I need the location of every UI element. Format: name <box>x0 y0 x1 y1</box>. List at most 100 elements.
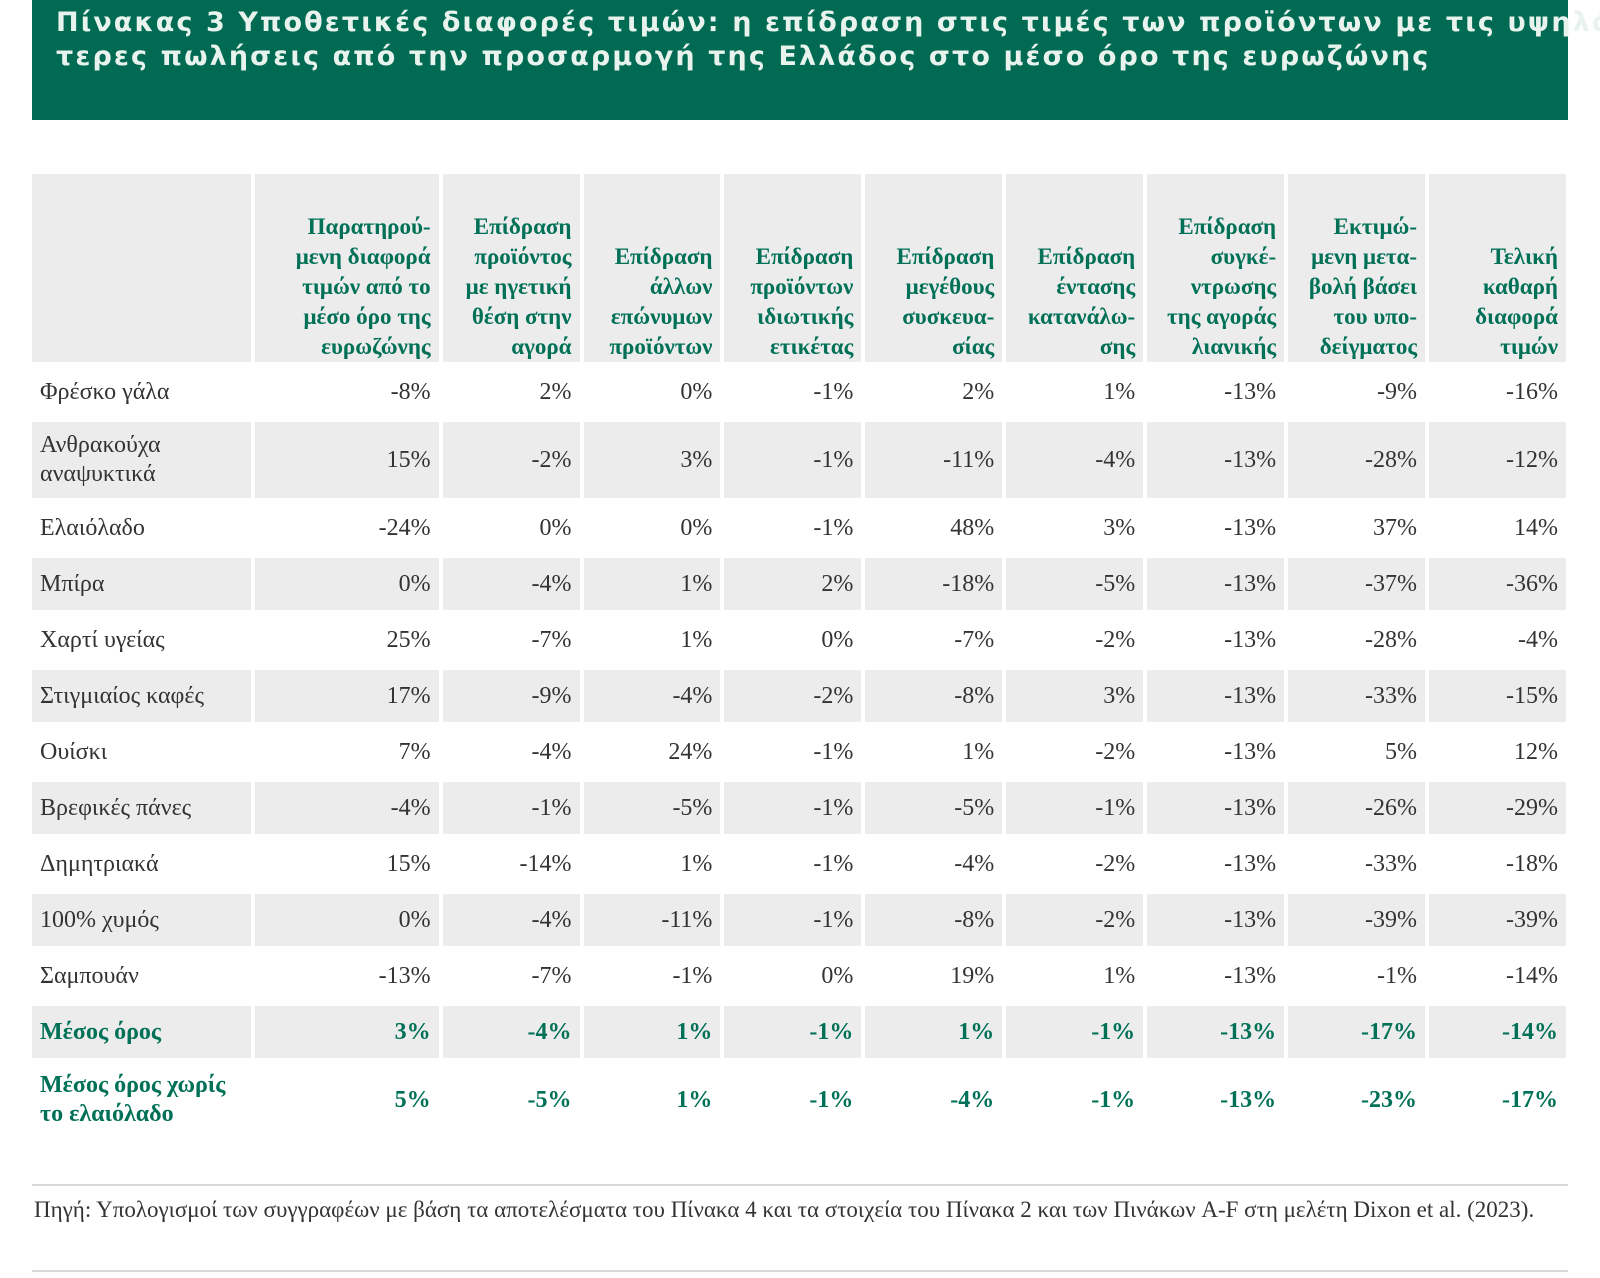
value-cell: -13% <box>1147 894 1285 946</box>
value-cell: -1% <box>813 378 854 405</box>
row-label: Φρέσκο γάλα <box>32 366 251 418</box>
table-row: Φρέσκο γάλα -8% 2% 0% -1% 2% 1% -13% -9% -16% <box>32 366 1566 418</box>
value-cell: -28% <box>1365 626 1418 653</box>
value-cell: 1% <box>1103 378 1136 405</box>
value-cell: 37% <box>1373 514 1418 541</box>
column-header-line: Παρατηρού- <box>307 214 431 239</box>
value-cell: -14% <box>1429 1006 1566 1058</box>
value-cell: -1% <box>813 514 854 541</box>
row-label-line: Δημητριακά <box>40 850 159 877</box>
value-cell: -14% <box>1506 962 1558 989</box>
column-header-line: με ηγετική <box>465 274 572 299</box>
table-title-line-2: τερες πωλήσεις από την προσαρμογή της Ελ… <box>56 41 1431 72</box>
value-cell: 3% <box>254 1006 439 1058</box>
column-header-line: συσκευα- <box>902 304 995 329</box>
value-cell: -5% <box>865 782 1003 834</box>
value-cell: 2% <box>962 378 995 405</box>
value-cell: -2% <box>1095 626 1136 653</box>
value-cell: -39% <box>1429 894 1566 946</box>
value-cell: 7% <box>398 738 431 765</box>
value-cell: -4% <box>950 1086 995 1113</box>
table-row: 100% χυμός 0% -4% -11% -1% -8% -2% -13% -39% -39% <box>32 894 1566 946</box>
column-header-line: καθαρή <box>1482 274 1558 299</box>
row-label-line: Ουίσκι <box>40 738 108 765</box>
row-label: Σαμπουάν <box>32 950 251 1002</box>
column-header-line: προϊόντων <box>750 274 854 299</box>
column-header-line: κατανάλω- <box>1027 304 1136 329</box>
column-header-line: συγκέ- <box>1210 244 1277 269</box>
column-header-line: Τελική <box>1490 244 1558 269</box>
value-cell: -4% <box>531 738 572 765</box>
value-cell: -4% <box>442 1006 580 1058</box>
value-cell: -2% <box>442 422 580 498</box>
row-label-line: Στιγμιαίος καφές <box>40 682 204 709</box>
row-label: Μπίρα <box>32 558 251 610</box>
value-cell: -4% <box>1006 422 1144 498</box>
value-cell: -4% <box>254 782 439 834</box>
value-cell: -9% <box>1377 378 1418 405</box>
value-cell: -13% <box>378 962 431 989</box>
row-label-line: το ελαιόλαδο <box>40 1101 174 1127</box>
table-row: Μπίρα 0% -4% 1% 2% -18% -5% -13% -37% -36% <box>32 558 1566 610</box>
value-cell: 3% <box>1103 514 1136 541</box>
value-cell: -37% <box>1288 558 1426 610</box>
value-cell: -2% <box>1006 894 1144 946</box>
column-header-line: Επίδραση <box>1178 214 1277 239</box>
value-cell: -1% <box>1091 1086 1136 1113</box>
value-cell: -1% <box>724 782 862 834</box>
value-cell: -5% <box>1006 558 1144 610</box>
value-cell: 0% <box>680 514 713 541</box>
row-label: Στιγμιαίος καφές <box>32 670 251 722</box>
value-cell: -36% <box>1429 558 1566 610</box>
value-cell: -1% <box>1006 1006 1144 1058</box>
row-label: Βρεφικές πάνες <box>32 782 251 834</box>
column-header-line: Εκτιμώ- <box>1333 214 1418 239</box>
column-header-line: σης <box>1099 334 1136 359</box>
column-header-line: μεγέθους <box>905 274 995 299</box>
value-cell: 1% <box>583 1006 721 1058</box>
column-header: Επίδραση έντασης κατανάλω-σης <box>1006 174 1144 362</box>
column-header: Παρατηρού-μενη διαφορά τιμών από το μέσο ό… <box>254 174 439 362</box>
value-cell: -9% <box>442 670 580 722</box>
table-header-row: Παρατηρού-μενη διαφορά τιμών από το μέσο ό… <box>32 174 1566 362</box>
column-header-line: τιμών <box>1500 334 1558 359</box>
table-row: Στιγμιαίος καφές 17% -9% -4% -2% -8% 3% -13% -33… <box>32 670 1566 722</box>
value-cell: -5% <box>583 782 721 834</box>
value-cell: -15% <box>1429 670 1566 722</box>
row-label: Ανθρακούχα αναψυκτικά <box>32 422 251 498</box>
value-cell: -1% <box>1377 962 1418 989</box>
column-header-line: Επίδραση <box>755 244 854 269</box>
value-cell: -13% <box>1224 738 1277 765</box>
table-row: Μέσος όρος χωρίς το ελαιόλαδο 5% -5% 1% -1% -4… <box>32 1062 1566 1138</box>
column-header: Τελική καθαρή διαφορά τιμών <box>1429 174 1566 362</box>
column-header-line: Επίδραση <box>473 214 572 239</box>
value-cell: -17% <box>1288 1006 1426 1058</box>
value-cell: -13% <box>1224 378 1277 405</box>
value-cell: 1% <box>676 1086 713 1113</box>
row-label-line: 100% χυμός <box>40 906 159 933</box>
table-row: Μέσος όρος 3% -4% 1% -1% 1% -1% -13% -17% -14% <box>32 1006 1566 1058</box>
source-bottom-rule <box>32 1270 1568 1272</box>
column-header-line: σίας <box>952 334 995 359</box>
column-header: Επίδραση συγκέ-ντρωσης της αγοράς λιανικής <box>1147 174 1285 362</box>
value-cell: -18% <box>865 558 1003 610</box>
value-cell: -33% <box>1288 670 1426 722</box>
value-cell: -26% <box>1288 782 1426 834</box>
value-cell: 24% <box>668 738 713 765</box>
table-title-line-1: Πίνακας 3 Υποθετικές διαφορές τιμών: η ε… <box>56 7 1600 38</box>
value-cell: 1% <box>962 738 995 765</box>
value-cell: -29% <box>1429 782 1566 834</box>
value-cell: -13% <box>1224 962 1277 989</box>
column-header: Εκτιμώ-μενη μετα-βολή βάσει του υπο-δείγμ… <box>1288 174 1426 362</box>
value-cell: -7% <box>531 962 572 989</box>
value-cell: -2% <box>1095 850 1136 877</box>
value-cell: -16% <box>1506 378 1558 405</box>
value-cell: -13% <box>1224 850 1277 877</box>
value-cell: 19% <box>950 962 995 989</box>
value-cell: 0% <box>254 558 439 610</box>
column-header-line: προϊόντος <box>474 244 572 269</box>
value-cell: 2% <box>539 378 572 405</box>
column-header-line: μενη διαφορά <box>295 244 431 269</box>
column-header-line: Επίδραση <box>1037 244 1136 269</box>
value-cell: -13% <box>1147 422 1285 498</box>
